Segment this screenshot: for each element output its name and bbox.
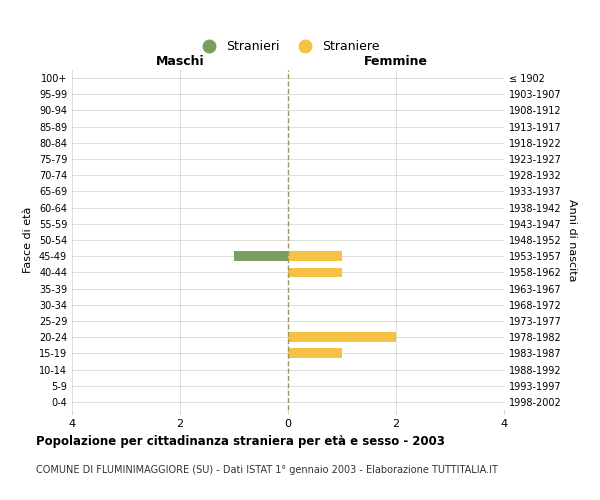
Bar: [234, 252, 288, 261]
Text: Maschi: Maschi: [155, 54, 205, 68]
Legend: Stranieri, Straniere: Stranieri, Straniere: [191, 36, 385, 59]
Bar: [288, 252, 342, 261]
Text: Femmine: Femmine: [364, 54, 428, 68]
Y-axis label: Fasce di età: Fasce di età: [23, 207, 33, 273]
Text: Popolazione per cittadinanza straniera per età e sesso - 2003: Popolazione per cittadinanza straniera p…: [36, 435, 445, 448]
Text: COMUNE DI FLUMINIMAGGIORE (SU) - Dati ISTAT 1° gennaio 2003 - Elaborazione TUTTI: COMUNE DI FLUMINIMAGGIORE (SU) - Dati IS…: [36, 465, 498, 475]
Bar: [288, 348, 342, 358]
Bar: [288, 268, 342, 277]
Y-axis label: Anni di nascita: Anni di nascita: [567, 198, 577, 281]
Bar: [288, 332, 396, 342]
